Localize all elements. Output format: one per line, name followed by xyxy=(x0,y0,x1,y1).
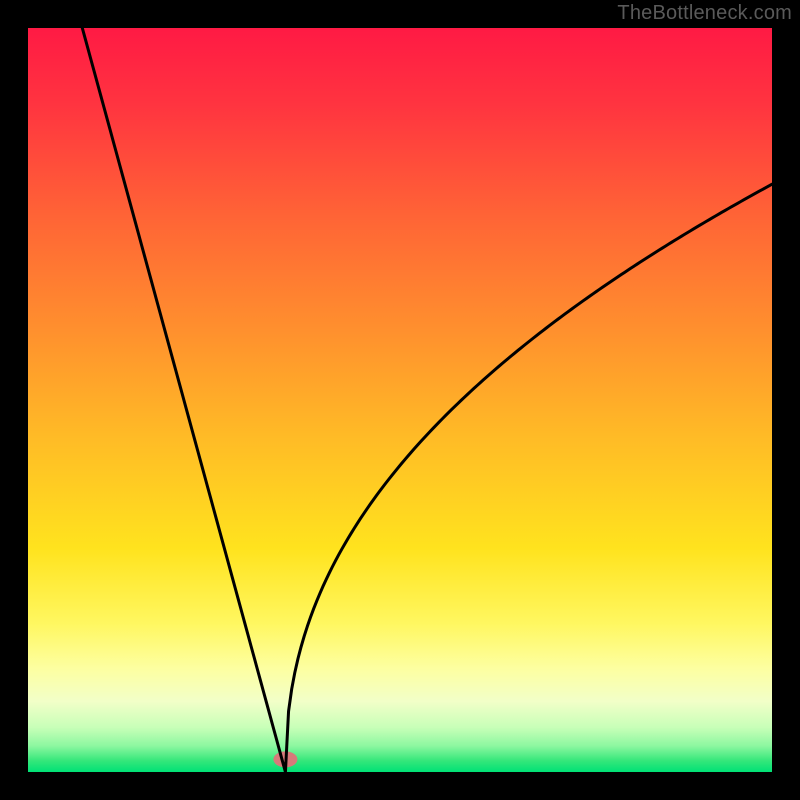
bottleneck-chart xyxy=(0,0,800,800)
chart-container: TheBottleneck.com xyxy=(0,0,800,800)
watermark-text: TheBottleneck.com xyxy=(617,2,792,25)
plot-area xyxy=(28,28,772,772)
